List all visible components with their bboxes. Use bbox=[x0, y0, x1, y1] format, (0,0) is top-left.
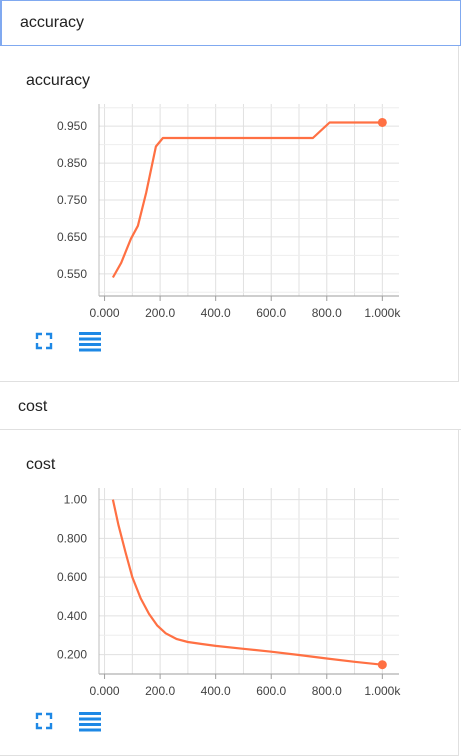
x-tick-label: 400.0 bbox=[201, 684, 231, 698]
x-tick-label: 1.000k bbox=[364, 306, 401, 320]
x-tick-label: 600.0 bbox=[256, 306, 286, 320]
fullscreen-icon bbox=[35, 332, 53, 350]
fullscreen-icon bbox=[35, 712, 53, 730]
section-header-cost[interactable]: cost bbox=[0, 384, 461, 430]
series-line bbox=[111, 121, 383, 279]
cost-chart: 0.200 0.400 0.600 0.800 1.00 0.000 200.0 400.0 6… bbox=[57, 488, 401, 698]
section-header-label: cost bbox=[18, 397, 48, 415]
y-tick-label: 0.950 bbox=[57, 119, 87, 133]
x-tick-label: 400.0 bbox=[201, 306, 231, 320]
series-line bbox=[111, 499, 383, 666]
fullscreen-button[interactable] bbox=[34, 711, 54, 736]
chart-title: accuracy bbox=[26, 72, 91, 89]
y-tick-label: 0.850 bbox=[57, 156, 87, 170]
y-tick-label: 0.600 bbox=[57, 570, 87, 584]
x-tick-label: 800.0 bbox=[312, 306, 342, 320]
x-tick-label: 600.0 bbox=[256, 684, 286, 698]
y-tick-label: 0.650 bbox=[57, 230, 87, 244]
y-tick-label: 0.550 bbox=[57, 267, 87, 281]
list-icon bbox=[79, 712, 101, 732]
toggle-data-button[interactable] bbox=[78, 330, 102, 357]
section-header-label: accuracy bbox=[20, 14, 85, 31]
y-tick-label: 0.400 bbox=[57, 609, 87, 623]
x-tick-label: 200.0 bbox=[145, 306, 175, 320]
grid bbox=[99, 488, 399, 674]
x-tick-label: 800.0 bbox=[312, 684, 342, 698]
accuracy-chart: 0.550 0.650 0.750 0.850 0.950 0.000 200.0 400.0… bbox=[57, 104, 401, 320]
y-tick-label: 0.750 bbox=[57, 193, 87, 207]
x-tick-label: 200.0 bbox=[145, 684, 175, 698]
series-last-point[interactable] bbox=[377, 660, 387, 670]
list-icon bbox=[79, 332, 101, 352]
y-tick-label: 0.800 bbox=[57, 531, 87, 545]
y-tick-label: 1.00 bbox=[64, 493, 88, 507]
chart-card-accuracy: accuracy 0.550 0.650 0.750 0.850 0.950 0.000 2… bbox=[0, 46, 459, 382]
x-tick-label: 0.000 bbox=[90, 306, 120, 320]
grid bbox=[99, 104, 399, 296]
chart-title: cost bbox=[26, 456, 56, 473]
x-tick-label: 1.000k bbox=[364, 684, 401, 698]
x-tick-label: 0.000 bbox=[90, 684, 120, 698]
series-last-point[interactable] bbox=[377, 117, 387, 127]
section-header-accuracy[interactable]: accuracy bbox=[0, 0, 461, 46]
chart-card-cost: cost 0.200 0.400 0.600 0.800 1.00 0.000 200.0 4… bbox=[0, 430, 459, 756]
fullscreen-button[interactable] bbox=[34, 331, 54, 356]
toggle-data-button[interactable] bbox=[78, 710, 102, 737]
y-tick-label: 0.200 bbox=[57, 648, 87, 662]
